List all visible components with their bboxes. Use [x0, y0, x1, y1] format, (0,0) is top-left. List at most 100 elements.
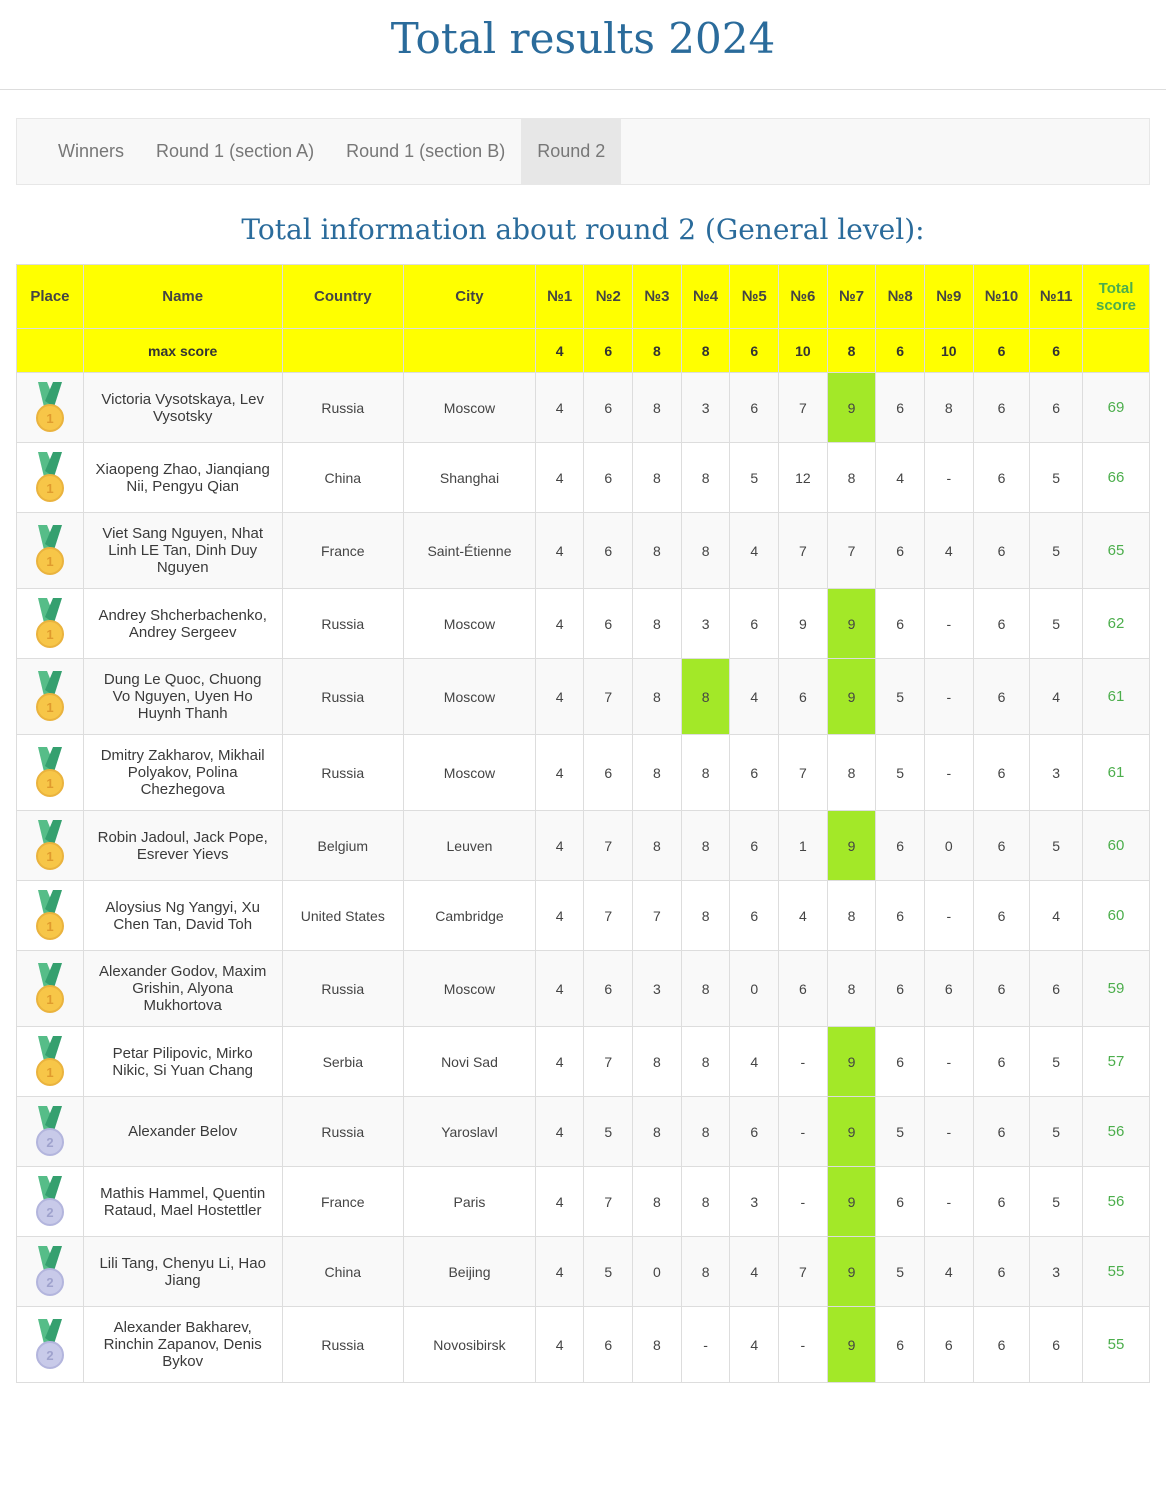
team-name: Alexander Bakharev, Rinchin Zapanov, Den…	[82, 1306, 283, 1383]
table-row: 1 Andrey Shcherbachenko, Andrey Sergeev …	[16, 588, 1150, 659]
score-p4: 8	[680, 1026, 731, 1097]
score-p3: 8	[632, 1166, 682, 1237]
team-city: Moscow	[403, 950, 536, 1027]
team-name: Alexander Godov, Maxim Grishin, Alyona M…	[82, 950, 283, 1027]
team-country: France	[281, 512, 405, 589]
tab-round2[interactable]: Round 2	[521, 119, 622, 184]
silver-medal-icon: 2	[35, 1318, 64, 1369]
score-p1: 4	[534, 512, 585, 589]
score-p5: 0	[729, 950, 780, 1027]
score-p9: 0	[923, 810, 974, 881]
score-p4: 8	[680, 1166, 731, 1237]
score-p11: 5	[1029, 588, 1084, 659]
total-score: 56	[1082, 1096, 1150, 1167]
tab-round1-section-b[interactable]: Round 1 (section B)	[346, 141, 506, 161]
max-score-country-cell	[281, 328, 405, 373]
score-p10: 6	[972, 950, 1031, 1027]
place-cell: 2	[16, 1236, 84, 1307]
score-p6: 7	[778, 1236, 828, 1307]
team-city: Yaroslavl	[403, 1096, 536, 1167]
score-p7: 8	[826, 950, 877, 1027]
score-p3: 8	[632, 1096, 682, 1167]
table-row: 1 Viet Sang Nguyen, Nhat Linh LE Tan, Di…	[16, 512, 1150, 589]
score-p2: 6	[583, 512, 634, 589]
score-p10: 6	[972, 880, 1031, 951]
page-title: Total results 2024	[390, 14, 776, 63]
score-p4: 8	[680, 512, 731, 589]
total-score: 61	[1082, 734, 1150, 811]
divider	[0, 89, 1166, 90]
score-p7: 9	[826, 1026, 877, 1097]
score-p3: 8	[632, 734, 682, 811]
score-p3: 8	[632, 1026, 682, 1097]
team-country: United States	[281, 880, 405, 951]
gold-medal-icon: 1	[35, 1035, 64, 1086]
score-p10: 6	[972, 810, 1031, 881]
col-header-p8: №8	[875, 264, 925, 329]
score-p6: 7	[778, 734, 828, 811]
tab-bar: Winners Round 1 (section A) Round 1 (sec…	[16, 118, 1150, 185]
svg-text:1: 1	[46, 992, 53, 1007]
team-name: Lili Tang, Chenyu Li, Hao Jiang	[82, 1236, 283, 1307]
score-p5: 6	[729, 734, 780, 811]
table-row: 1 Aloysius Ng Yangyi, Xu Chen Tan, David…	[16, 880, 1150, 951]
score-p9: 4	[923, 1236, 974, 1307]
team-name: Viet Sang Nguyen, Nhat Linh LE Tan, Dinh…	[82, 512, 283, 589]
score-p8: 6	[875, 810, 925, 881]
score-p2: 6	[583, 950, 634, 1027]
score-p9: 6	[923, 1306, 974, 1383]
score-p6: -	[778, 1166, 828, 1237]
gold-medal-icon: 1	[35, 746, 64, 797]
svg-text:2: 2	[46, 1135, 53, 1150]
score-p5: 5	[729, 442, 780, 513]
score-p7: 9	[826, 1306, 877, 1383]
max-score-place-cell	[16, 328, 84, 373]
score-p5: 6	[729, 810, 780, 881]
total-score: 55	[1082, 1306, 1150, 1383]
tab-round1-section-a[interactable]: Round 1 (section A)	[156, 141, 315, 161]
tab-winners[interactable]: Winners	[58, 141, 125, 161]
score-p10: 6	[972, 1026, 1031, 1097]
score-p3: 8	[632, 588, 682, 659]
team-name: Mathis Hammel, Quentin Rataud, Mael Host…	[82, 1166, 283, 1237]
score-p9: -	[923, 588, 974, 659]
place-cell: 2	[16, 1166, 84, 1237]
max-score-label: max score	[82, 328, 283, 373]
score-p4: 8	[680, 880, 731, 951]
table-row: 2 Alexander Belov Russia Yaroslavl 4 5 8…	[16, 1096, 1150, 1167]
col-header-p5: №5	[729, 264, 780, 329]
team-city: Moscow	[403, 588, 536, 659]
section-heading: Total information about round 2 (General…	[241, 213, 925, 246]
total-score: 59	[1082, 950, 1150, 1027]
score-p10: 6	[972, 1306, 1031, 1383]
score-p7: 8	[826, 880, 877, 951]
svg-text:1: 1	[46, 776, 53, 791]
max-score-p5: 6	[729, 328, 780, 373]
score-p2: 6	[583, 1306, 634, 1383]
score-p4: -	[680, 1306, 731, 1383]
col-header-country: Country	[281, 264, 405, 329]
score-p1: 4	[534, 950, 585, 1027]
score-p3: 8	[632, 1306, 682, 1383]
score-p5: 6	[729, 588, 780, 659]
score-p10: 6	[972, 1096, 1031, 1167]
score-p7: 9	[826, 1166, 877, 1237]
score-p4: 8	[680, 810, 731, 881]
score-p7: 9	[826, 810, 877, 881]
score-p9: 4	[923, 512, 974, 589]
score-p7: 9	[826, 1096, 877, 1167]
svg-text:1: 1	[46, 554, 53, 569]
header-row: Place Name Country City №1 №2 №3 №4 №5 №…	[16, 264, 1150, 329]
max-score-city-cell	[403, 328, 536, 373]
col-header-place: Place	[16, 264, 84, 329]
svg-text:1: 1	[46, 627, 53, 642]
score-p2: 6	[583, 442, 634, 513]
team-name: Petar Pilipovic, Mirko Nikic, Si Yuan Ch…	[82, 1026, 283, 1097]
score-p1: 4	[534, 1096, 585, 1167]
score-p2: 7	[583, 880, 634, 951]
score-p10: 6	[972, 512, 1031, 589]
place-cell: 1	[16, 950, 84, 1027]
score-p1: 4	[534, 1166, 585, 1237]
team-name: Dung Le Quoc, Chuong Vo Nguyen, Uyen Ho …	[82, 658, 283, 735]
team-country: Belgium	[281, 810, 405, 881]
